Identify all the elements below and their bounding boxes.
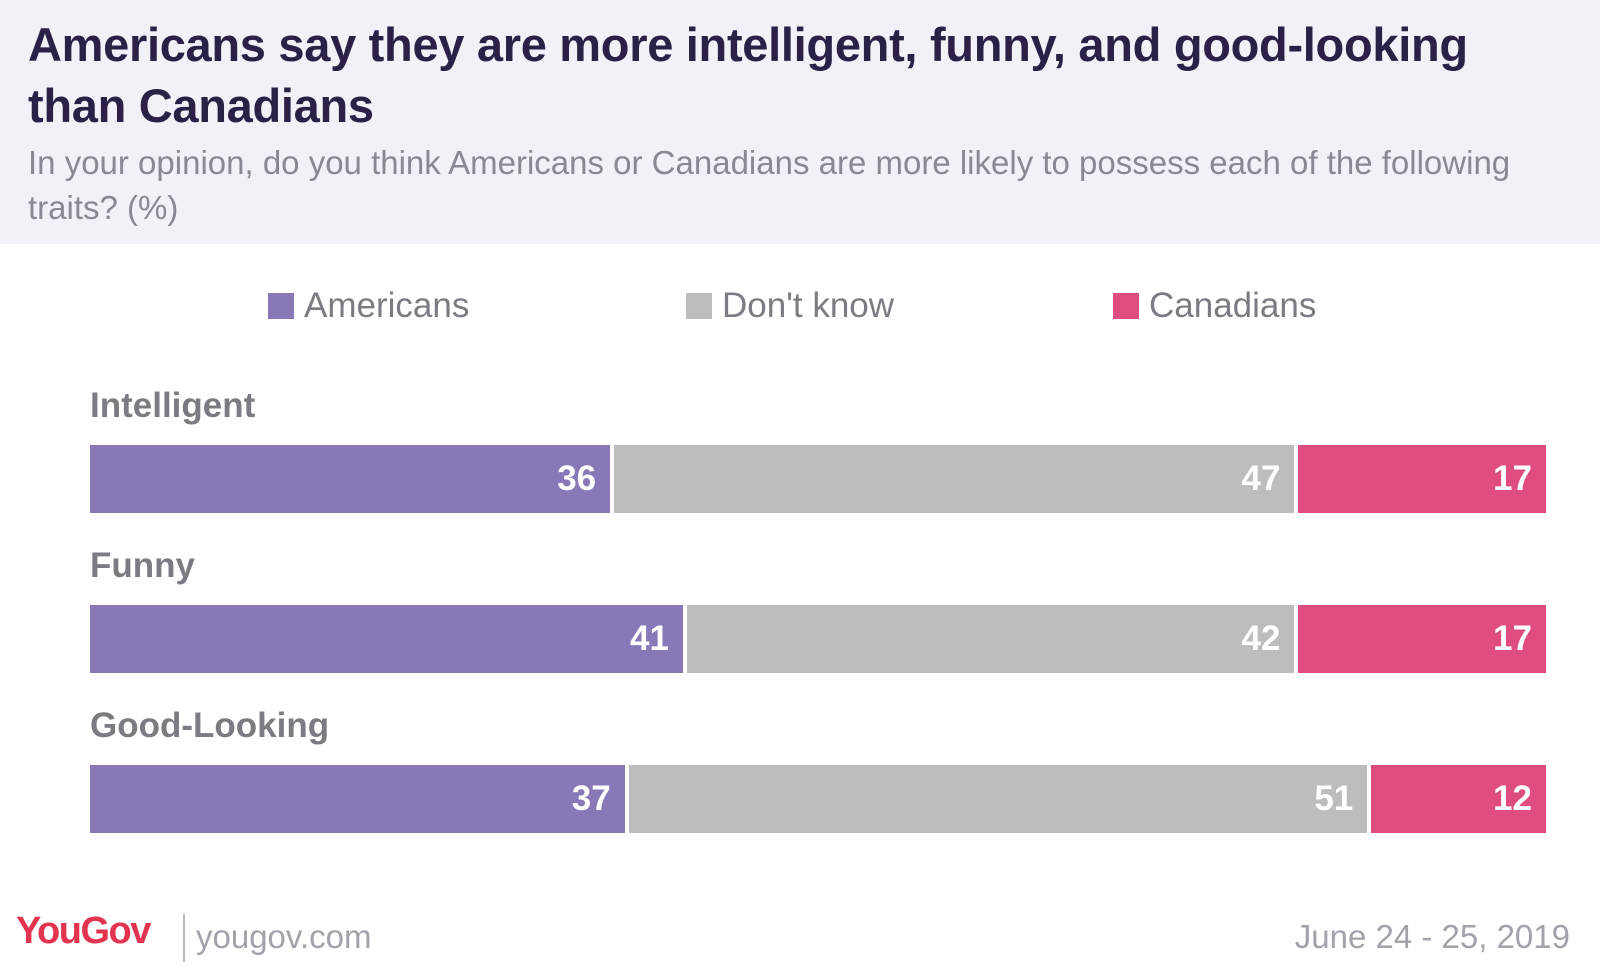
legend-swatch [268, 293, 294, 319]
bar-segment-don-t-know: 51 [628, 765, 1368, 833]
header-panel: Americans say they are more intelligent,… [0, 0, 1600, 244]
legend-item-don-t-know: Don't know [686, 286, 894, 326]
bar-segment-canadians: 17 [1298, 605, 1546, 673]
legend-swatch [686, 293, 712, 319]
legend-item-canadians: Canadians [1113, 286, 1316, 326]
chart-subtitle: In your opinion, do you think Americans … [28, 144, 1511, 226]
footer-divider [183, 914, 185, 962]
data-label: 17 [1493, 459, 1532, 498]
data-label: 51 [1314, 779, 1354, 818]
data-label: 17 [1493, 619, 1532, 658]
legend-label: Canadians [1149, 286, 1317, 325]
bar-row: 41 42 17 [90, 605, 1546, 673]
legend-label: Americans [304, 286, 470, 325]
logo-you: You [16, 910, 82, 952]
bar-segment-canadians: 12 [1371, 765, 1546, 833]
bar-segment-canadians: 17 [1298, 445, 1546, 513]
legend-item-americans: Americans [268, 286, 469, 326]
footer-date: June 24 - 25, 2019 [1294, 918, 1570, 955]
data-label: 41 [630, 619, 669, 658]
bar-segment-americans: 37 [90, 765, 625, 833]
legend-swatch [1113, 293, 1139, 319]
legend-label: Don't know [722, 286, 895, 325]
yougov-logo: YouGov [16, 910, 151, 953]
bar-row: 37 51 12 [90, 765, 1546, 833]
footer-url[interactable]: yougov.com [196, 918, 372, 955]
bar-segment-don-t-know: 42 [686, 605, 1295, 673]
bar-segment-don-t-know: 47 [614, 445, 1295, 513]
bar-segment-americans: 36 [90, 445, 611, 513]
data-label: 42 [1241, 619, 1281, 658]
bar-segment-americans: 41 [90, 605, 683, 673]
category-label: Good-Looking [90, 706, 330, 745]
data-label: 47 [1241, 459, 1281, 498]
data-label: 36 [557, 459, 597, 498]
category-label: Intelligent [90, 386, 256, 425]
data-label: 37 [571, 779, 611, 818]
data-label: 12 [1493, 779, 1532, 818]
chart-title: Americans say they are more intelligent,… [28, 18, 1468, 132]
legend: Americans Don't know Canadians [0, 286, 1600, 326]
bar-row: 36 47 17 [90, 445, 1546, 513]
logo-gov: Gov [80, 910, 151, 952]
category-label: Funny [90, 546, 195, 585]
